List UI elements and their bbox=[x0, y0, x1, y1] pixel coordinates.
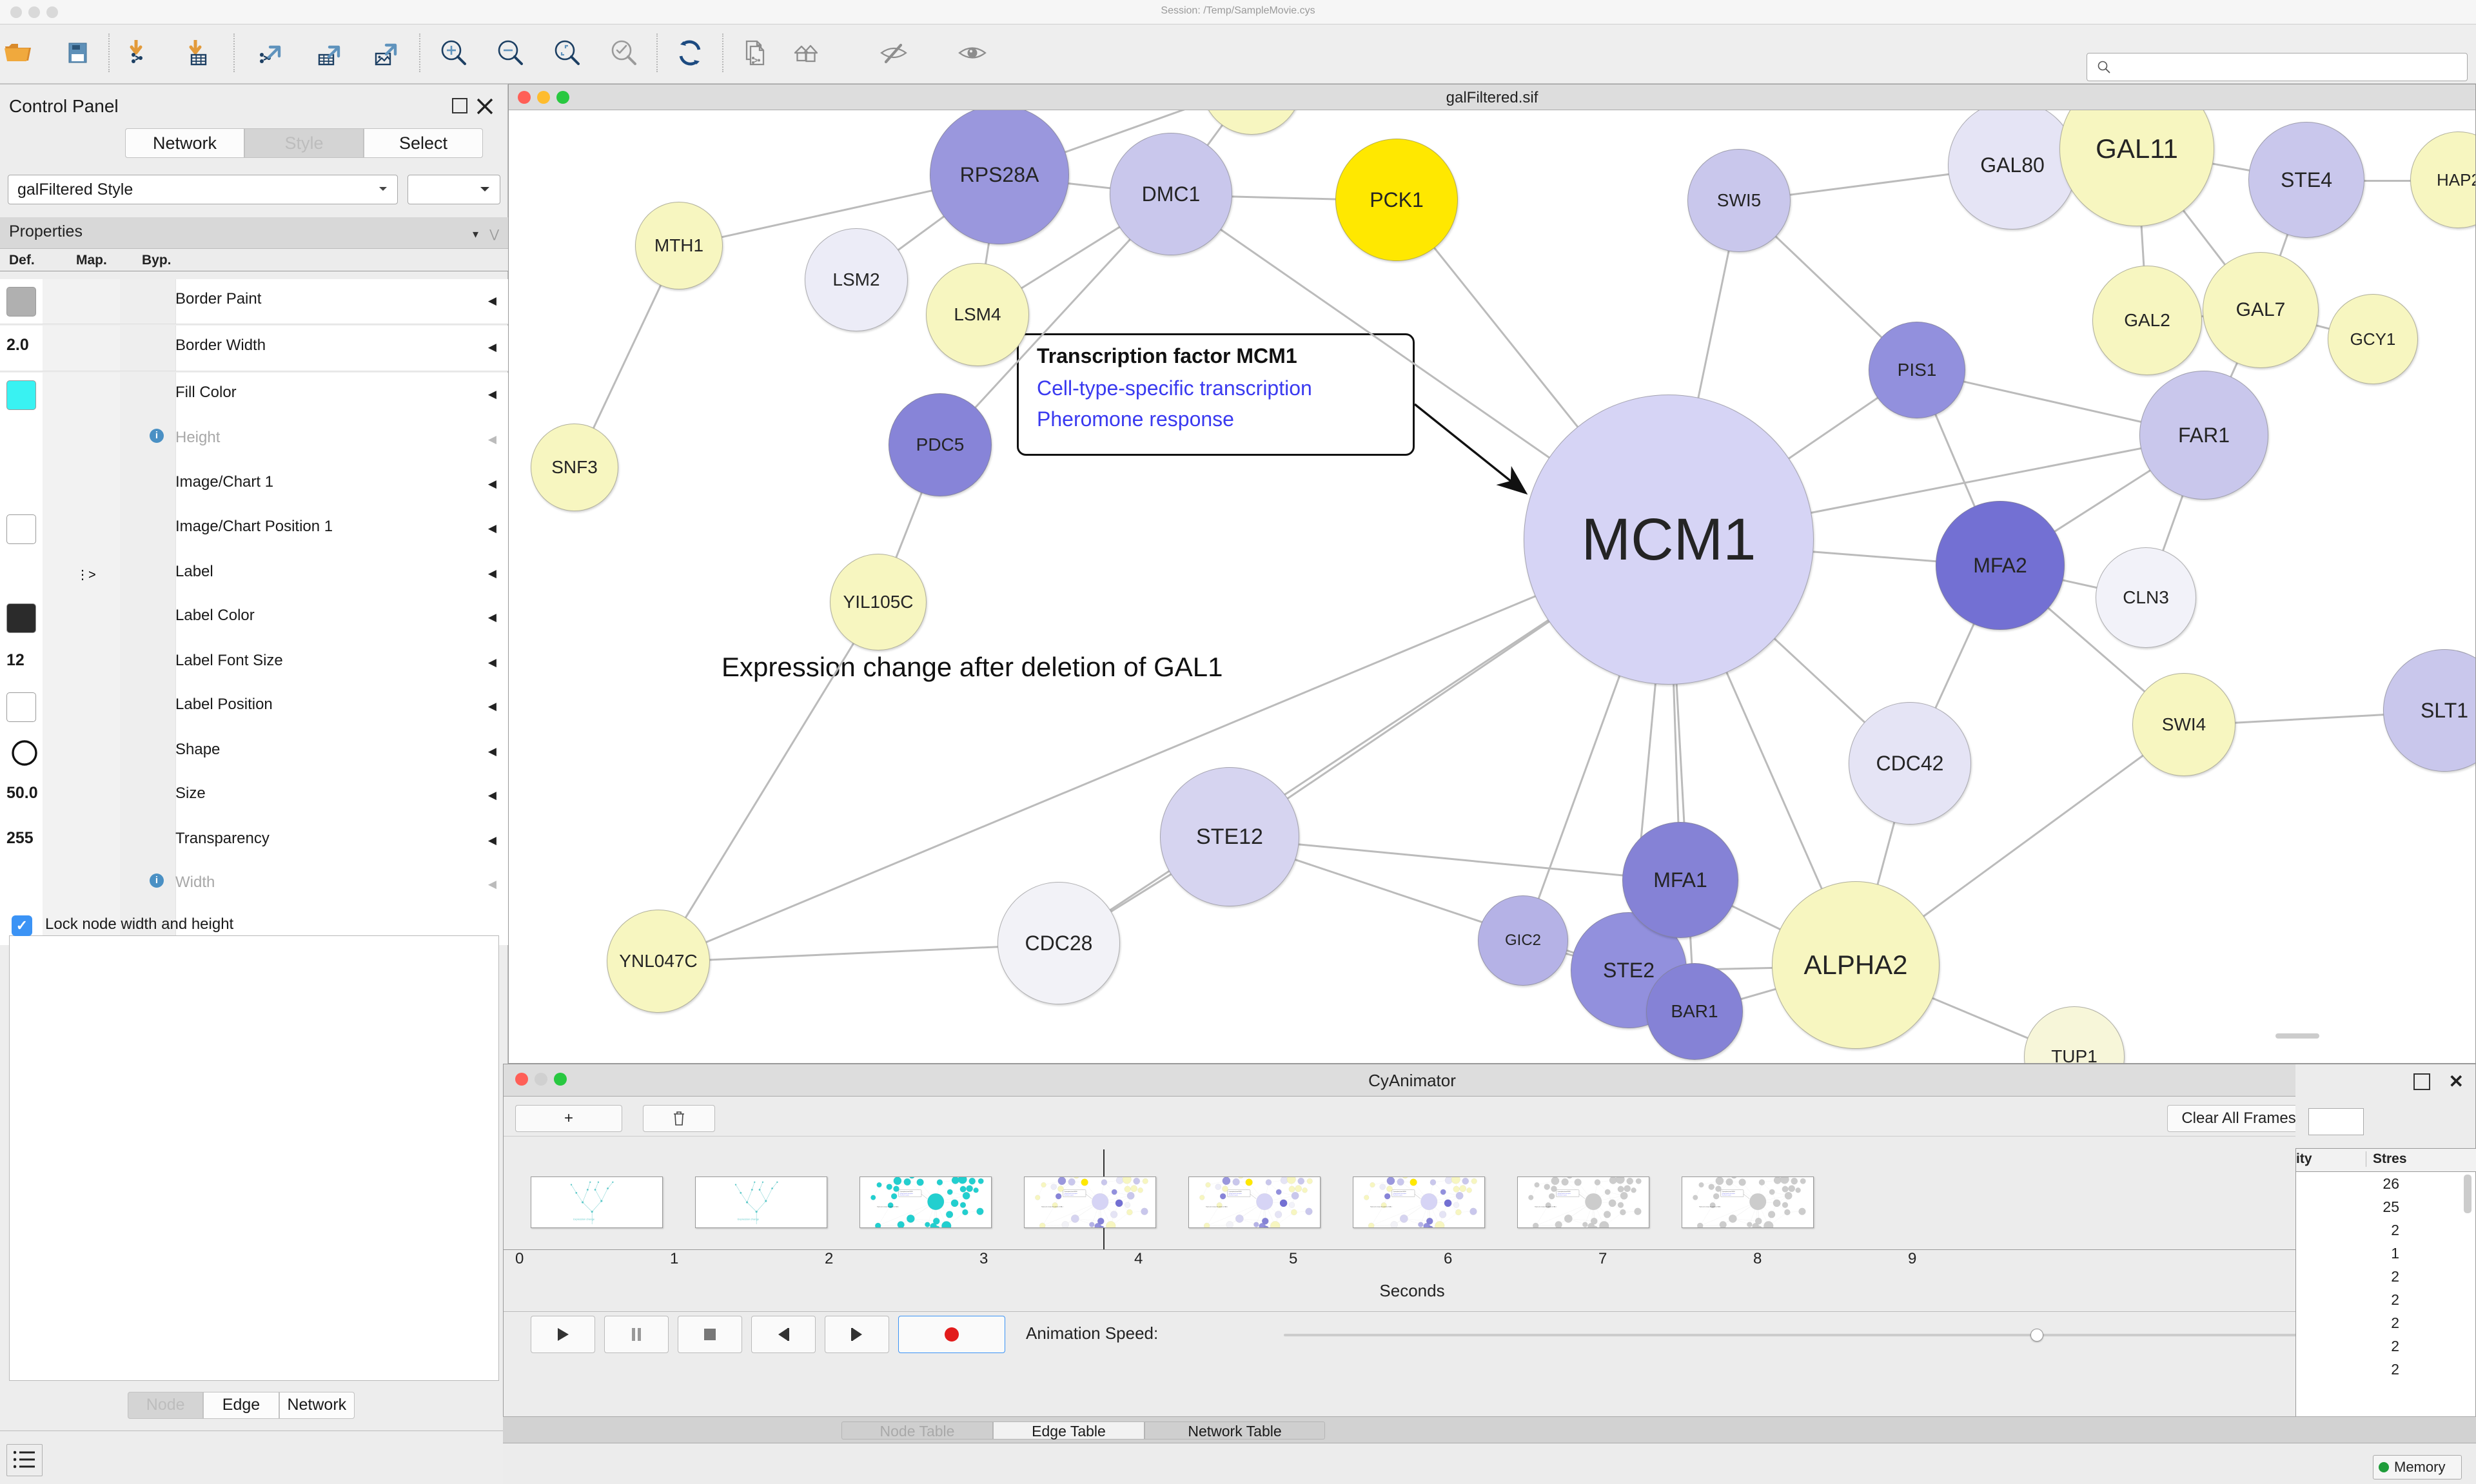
svg-text:Expression change: Expression change bbox=[738, 1217, 759, 1220]
svg-text:Expression change: Expression change bbox=[573, 1217, 594, 1220]
